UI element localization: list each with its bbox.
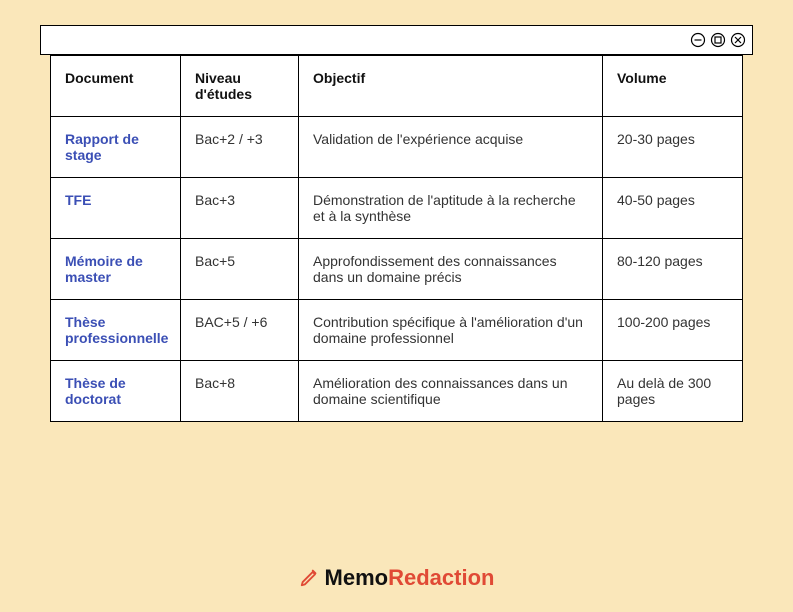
cell-volume: 80-120 pages [603,239,743,300]
cell-niveau: BAC+5 / +6 [181,300,299,361]
table-header-row: Document Niveau d'études Objectif Volume [51,56,743,117]
browser-frame [40,25,753,55]
table-row: TFE Bac+3 Démonstration de l'aptitude à … [51,178,743,239]
cell-niveau: Bac+5 [181,239,299,300]
cell-document[interactable]: Thèse professionnelle [51,300,181,361]
logo-text-1: Memo [325,565,389,590]
cell-volume: 100-200 pages [603,300,743,361]
col-document: Document [51,56,181,117]
cell-volume: Au delà de 300 pages [603,361,743,422]
cell-document[interactable]: Mémoire de master [51,239,181,300]
cell-document[interactable]: TFE [51,178,181,239]
cell-document[interactable]: Thèse de doctorat [51,361,181,422]
col-niveau: Niveau d'études [181,56,299,117]
pencil-icon [299,566,321,594]
page-canvas: Document Niveau d'études Objectif Volume… [0,0,793,612]
table-row: Thèse de doctorat Bac+8 Amélioration des… [51,361,743,422]
table-row: Rapport de stage Bac+2 / +3 Validation d… [51,117,743,178]
cell-objectif: Démonstration de l'aptitude à la recherc… [299,178,603,239]
cell-document[interactable]: Rapport de stage [51,117,181,178]
cell-niveau: Bac+2 / +3 [181,117,299,178]
col-objectif: Objectif [299,56,603,117]
table-row: Mémoire de master Bac+5 Approfondissemen… [51,239,743,300]
cell-volume: 40-50 pages [603,178,743,239]
table-row: Thèse professionnelle BAC+5 / +6 Contrib… [51,300,743,361]
cell-niveau: Bac+8 [181,361,299,422]
cell-objectif: Amélioration des connaissances dans un d… [299,361,603,422]
close-icon[interactable] [730,32,746,48]
col-volume: Volume [603,56,743,117]
cell-volume: 20-30 pages [603,117,743,178]
cell-objectif: Contribution spécifique à l'amélioration… [299,300,603,361]
minimize-icon[interactable] [690,32,706,48]
table-container: Document Niveau d'études Objectif Volume… [50,55,743,422]
logo-text-2: Redaction [388,565,494,590]
cell-objectif: Validation de l'expérience acquise [299,117,603,178]
maximize-icon[interactable] [710,32,726,48]
documents-table: Document Niveau d'études Objectif Volume… [50,55,743,422]
brand-logo: MemoRedaction [0,565,793,594]
cell-objectif: Approfondissement des connaissances dans… [299,239,603,300]
cell-niveau: Bac+3 [181,178,299,239]
